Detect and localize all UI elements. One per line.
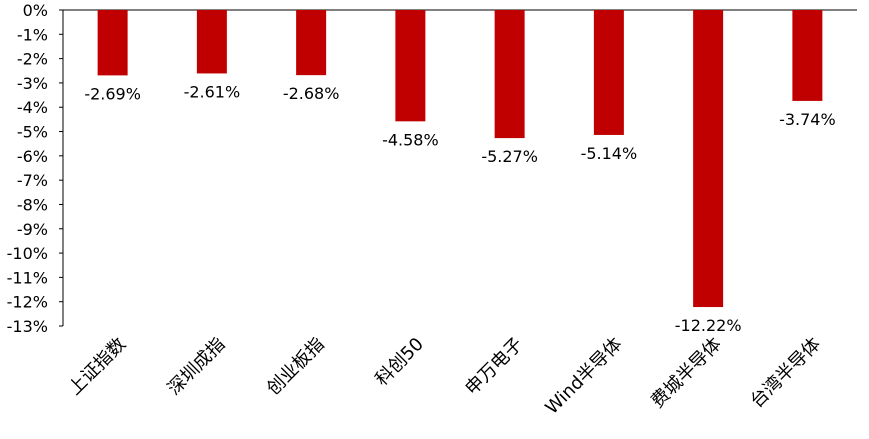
y-axis: 0% -1% -2% -3% -4% -5% -6% -7% -8% -9% -10% -11% -12… [7,1,857,336]
bar [494,10,525,139]
data-label: -2.61% [184,82,241,101]
data-label: -4.58% [382,130,439,149]
y-tick-label: -1% [17,25,48,44]
y-tick-label: -7% [17,171,48,190]
bar [395,10,426,122]
category-label: 费城半导体 [647,334,725,412]
data-label: -5.27% [481,147,538,166]
y-tick-label: -6% [17,147,48,166]
category-label: 台湾半导体 [746,334,824,412]
bar [693,10,724,308]
y-tick-label: -3% [17,74,48,93]
category-labels: 上证指数 深圳成指 创业板指 科创50 申万电子 Wind半导体 费城半导体 台湾半导体 [64,334,825,419]
bar [593,10,624,135]
y-tick-label: -8% [17,195,48,214]
y-tick-label: -12% [7,293,48,312]
bar [792,10,823,101]
data-label: -2.69% [84,84,141,103]
data-label: -5.14% [581,144,638,163]
y-tick-label: -13% [7,317,48,336]
bar [296,10,327,76]
y-tick-label: -11% [7,268,48,287]
data-label: -3.74% [779,110,836,129]
category-label: 科创50 [371,334,428,391]
bar [196,10,227,74]
data-label: -12.22% [675,316,742,335]
category-label: 申万电子 [461,334,527,400]
bar [97,10,128,76]
data-label: -2.68% [283,84,340,103]
data-labels: -2.69% -2.61% -2.68% -4.58% -5.27% -5.14% -12.… [84,82,835,335]
category-label: Wind半导体 [541,334,626,419]
bars [97,10,823,308]
category-label: 创业板指 [263,334,329,400]
category-label: 上证指数 [64,334,130,400]
y-tick-label: -2% [17,50,48,69]
y-tick-label: -4% [17,98,48,117]
y-tick-label: -10% [7,244,48,263]
category-label: 深圳成指 [164,334,230,400]
y-tick-label: 0% [23,1,48,20]
y-tick-label: -9% [17,220,48,239]
y-tick-label: -5% [17,123,48,142]
